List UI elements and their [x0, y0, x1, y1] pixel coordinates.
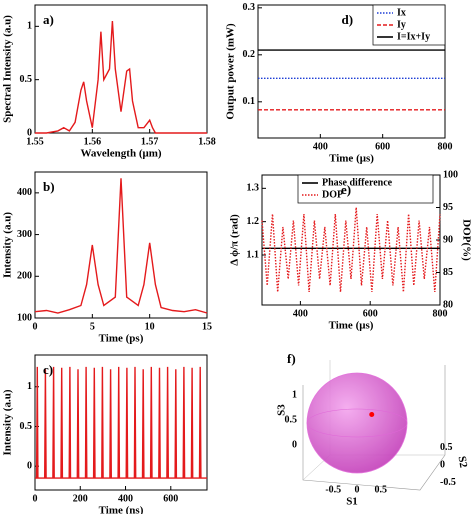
- x-tick-label: 1.57: [141, 136, 159, 147]
- z-tick-label: 0: [292, 439, 297, 450]
- z-axis-label: S3: [276, 404, 288, 416]
- x-tick-label: 5: [90, 321, 95, 332]
- y-tick-label: 1.2: [247, 216, 260, 227]
- x-axis-label: S1: [346, 496, 358, 508]
- legend-label: Iy: [397, 19, 406, 30]
- x-axis-label: Time (μs): [329, 320, 374, 332]
- point: [369, 412, 375, 417]
- panel-label: b): [43, 179, 55, 194]
- y2-tick-label: 95: [443, 202, 453, 213]
- plot-frame: [34, 4, 208, 134]
- y-axis-label: Output power (mW): [225, 23, 237, 120]
- y-tick-label: 0: [27, 460, 32, 471]
- y2-tick-label: 100: [443, 169, 458, 180]
- panel-label: a): [43, 12, 54, 27]
- y-axis-label: Δ ϕ/π (rad): [229, 214, 241, 266]
- panel-label: e): [341, 182, 351, 197]
- y2-tick-label: 90: [443, 234, 453, 245]
- y-tick-label: -0.5: [440, 477, 456, 488]
- data-line: [35, 20, 207, 134]
- x-axis-label: Wavelength (μm): [80, 148, 161, 160]
- plot-frame: [34, 354, 208, 491]
- legend-label: DOP: [322, 189, 343, 200]
- legend-label: Phase difference: [322, 177, 393, 188]
- x-axis-label: Time (ns): [99, 505, 144, 514]
- panel-label: c): [43, 362, 53, 377]
- x-tick-label: 600: [375, 141, 390, 152]
- x-tick-label: 0: [33, 493, 38, 504]
- y-tick-label: 0.5: [440, 442, 453, 453]
- z-tick-label: 1: [292, 389, 297, 400]
- z-tick-label: 0.5: [285, 414, 298, 425]
- x-tick-label: 1.56: [84, 136, 102, 147]
- y-tick-label: 0.2: [243, 49, 256, 60]
- panel-label: d): [342, 12, 354, 27]
- x-tick-label: 1.58: [198, 136, 216, 147]
- y-axis-label: Spectral Intensity (a.u): [2, 15, 14, 123]
- y-tick-label: 0: [440, 459, 445, 470]
- x-tick-label: 400: [313, 141, 328, 152]
- box-edge: [302, 365, 446, 491]
- x-tick-label: 600: [163, 493, 178, 504]
- legend-label: Ix: [397, 7, 406, 18]
- x-tick-label: -0.5: [325, 484, 341, 495]
- y2-axis-label: DOP(%): [460, 219, 472, 261]
- x-tick-label: 600: [363, 308, 378, 319]
- y-axis-label: S2: [456, 455, 470, 469]
- y2-tick-label: 80: [443, 299, 453, 310]
- x-tick-label: 10: [145, 321, 155, 332]
- y-tick-label: 100: [17, 312, 32, 323]
- y2-tick-label: 85: [443, 267, 453, 278]
- y-tick-label: 200: [17, 271, 32, 282]
- x-tick-label: 800: [438, 141, 453, 152]
- y-tick-label: 1.3: [247, 183, 260, 194]
- x-tick-label: 1.55: [26, 136, 44, 147]
- x-tick-label: 0: [33, 321, 38, 332]
- y-tick-label: 0.1: [243, 96, 256, 107]
- y-tick-label: 1: [27, 381, 32, 392]
- y-tick-label: 400: [17, 187, 32, 198]
- x-tick-label: 0.5: [375, 484, 388, 495]
- x-axis-label: Time (μs): [329, 153, 374, 165]
- legend-label: I=Ix+Iy: [397, 31, 430, 42]
- panel-label: f): [287, 351, 296, 366]
- y-tick-label: 0.5: [20, 421, 33, 432]
- x-tick-label: 0: [355, 484, 360, 495]
- x-tick-label: 400: [118, 493, 133, 504]
- x-tick-label: 400: [293, 308, 308, 319]
- x-tick-label: 15: [202, 321, 212, 332]
- x-tick-label: 800: [433, 308, 448, 319]
- x-tick-label: 200: [73, 493, 88, 504]
- legend-box: [297, 174, 434, 204]
- y-axis-label: Intensity (a.u): [2, 389, 14, 455]
- sphere: [306, 372, 408, 474]
- y-tick-label: 0: [27, 127, 32, 138]
- y-tick-label: 0.5: [20, 74, 33, 85]
- y-tick-label: 0.3: [243, 2, 256, 13]
- y-axis-label: Intensity (a.u): [2, 212, 14, 278]
- y-tick-label: 1: [27, 21, 32, 32]
- equator: [306, 408, 408, 438]
- plot-frame: [257, 4, 446, 139]
- y-tick-label: 300: [17, 229, 32, 240]
- x-axis-label: Time (ps): [99, 333, 144, 345]
- data-line: [34, 178, 208, 314]
- data-line: [261, 207, 441, 293]
- plot-frame: [34, 171, 208, 319]
- y-tick-label: 1.1: [247, 249, 260, 260]
- data-line: [35, 366, 207, 479]
